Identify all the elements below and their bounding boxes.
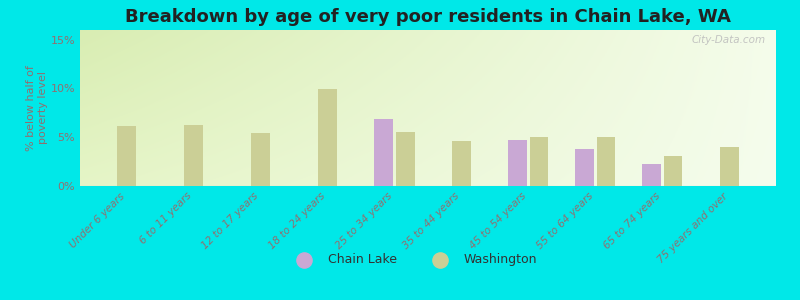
Text: City-Data.com: City-Data.com <box>691 35 766 45</box>
Bar <box>251 133 270 186</box>
Bar <box>318 88 337 186</box>
Bar <box>575 149 594 186</box>
Bar <box>184 124 203 186</box>
Bar <box>720 147 738 186</box>
Bar <box>118 125 136 186</box>
Title: Breakdown by age of very poor residents in Chain Lake, WA: Breakdown by age of very poor residents … <box>125 8 731 26</box>
Bar <box>396 132 414 186</box>
Point <box>298 257 310 262</box>
Point <box>434 257 446 262</box>
Y-axis label: % below half of
poverty level: % below half of poverty level <box>26 65 48 151</box>
Text: Chain Lake: Chain Lake <box>328 253 397 266</box>
Bar <box>642 164 661 186</box>
Bar <box>508 140 527 186</box>
Bar <box>452 141 471 186</box>
Bar <box>530 137 549 186</box>
Bar <box>663 156 682 186</box>
Bar <box>597 137 615 186</box>
Bar <box>374 119 394 186</box>
Text: Washington: Washington <box>464 253 538 266</box>
